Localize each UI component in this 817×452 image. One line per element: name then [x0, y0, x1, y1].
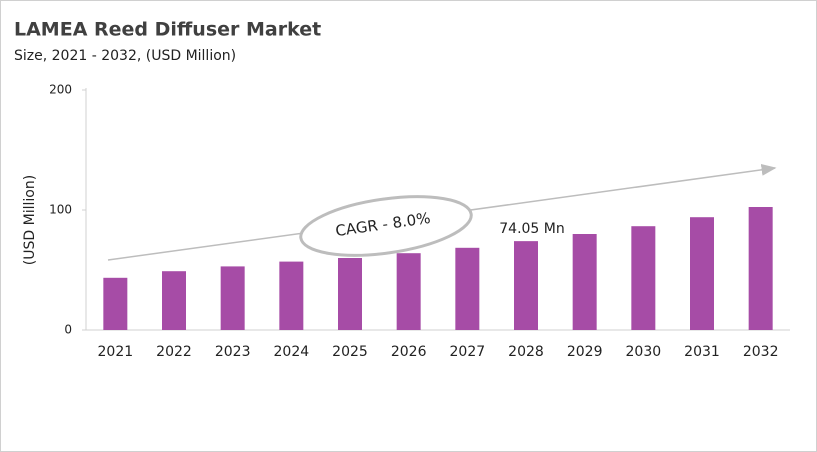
x-tick-label: 2022	[156, 344, 192, 360]
x-tick-label: 2030	[626, 344, 662, 360]
bar	[103, 277, 128, 330]
y-tick-label: 100	[49, 203, 72, 217]
bar	[162, 271, 186, 330]
x-tick-label: 2023	[215, 344, 251, 360]
bar	[455, 247, 480, 330]
y-tick-label: 200	[49, 83, 72, 97]
x-tick-label: 2021	[98, 344, 134, 360]
x-tick-label: 2031	[684, 344, 720, 360]
bar	[338, 258, 362, 330]
bar	[690, 217, 714, 330]
x-tick-label: 2032	[743, 344, 779, 360]
x-tick-label: 2029	[567, 344, 603, 360]
bar	[748, 207, 773, 330]
y-axis-label: (USD Million)	[22, 175, 38, 265]
chart-subtitle: Size, 2021 - 2032, (USD Million)	[14, 48, 236, 64]
bar	[279, 261, 304, 330]
cagr-ellipse	[299, 195, 473, 257]
bar	[514, 241, 538, 330]
bar	[572, 234, 597, 330]
bar	[396, 253, 421, 330]
x-tick-label: 2024	[274, 344, 310, 360]
x-tick-label: 2027	[450, 344, 486, 360]
chart-title: LAMEA Reed Diffuser Market	[14, 19, 321, 41]
y-tick-label: 0	[64, 323, 72, 337]
bar	[631, 226, 656, 330]
x-tick-label: 2025	[332, 344, 368, 360]
x-tick-label: 2028	[508, 344, 544, 360]
bar	[220, 266, 245, 330]
data-label: 74.05 Mn	[499, 221, 564, 237]
x-tick-label: 2026	[391, 344, 427, 360]
